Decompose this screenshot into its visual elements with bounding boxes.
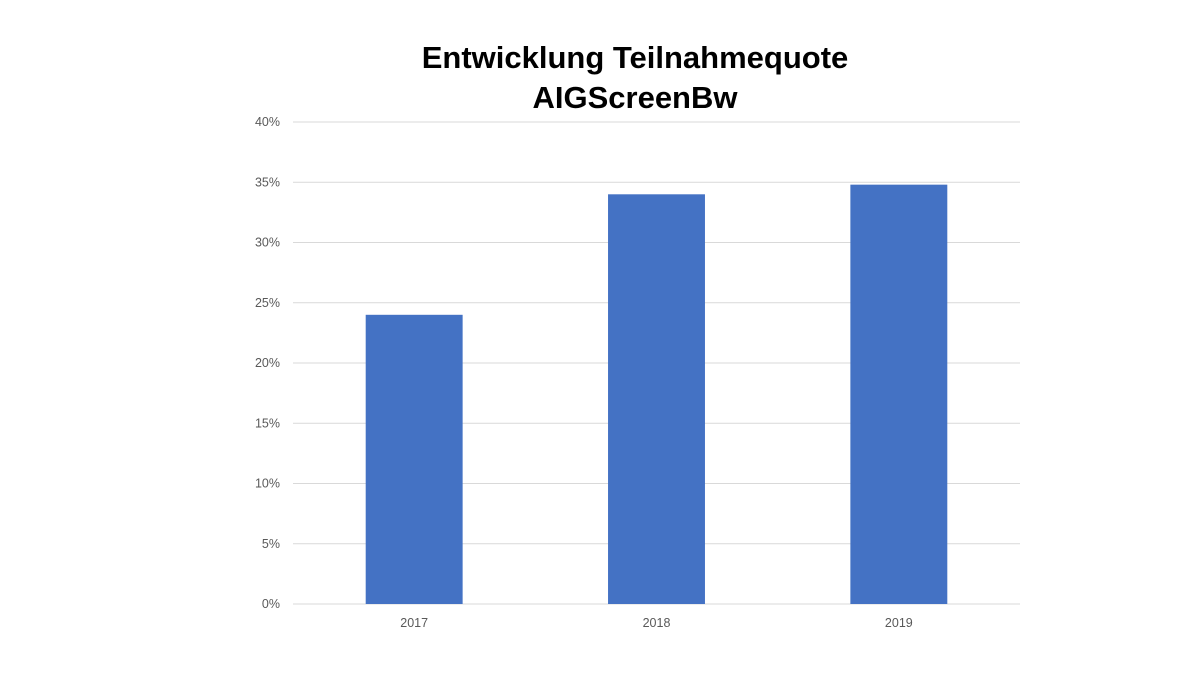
y-tick-label: 10% bbox=[255, 477, 280, 491]
bar-2018 bbox=[608, 194, 705, 605]
y-tick-label: 35% bbox=[255, 175, 280, 189]
y-tick-label: 20% bbox=[255, 356, 280, 370]
x-tick-label: 2017 bbox=[400, 616, 428, 630]
bar-2019 bbox=[850, 184, 948, 604]
y-tick-label: 30% bbox=[255, 236, 280, 250]
chart-title-line-1: Entwicklung Teilnahmequote bbox=[421, 40, 849, 75]
x-tick-label: 2019 bbox=[885, 616, 913, 630]
y-tick-label: 5% bbox=[262, 537, 280, 551]
x-tick-label: 2018 bbox=[643, 616, 671, 630]
y-tick-label: 25% bbox=[255, 296, 280, 310]
y-tick-label: 0% bbox=[262, 597, 280, 611]
chart-title: Entwicklung Teilnahmequote AIGScreenBw bbox=[0, 38, 1200, 118]
y-tick-label: 40% bbox=[255, 115, 280, 129]
y-tick-label: 15% bbox=[255, 416, 280, 430]
chart-title-line-2: AIGScreenBw bbox=[532, 80, 738, 115]
bar-2017 bbox=[365, 314, 463, 604]
